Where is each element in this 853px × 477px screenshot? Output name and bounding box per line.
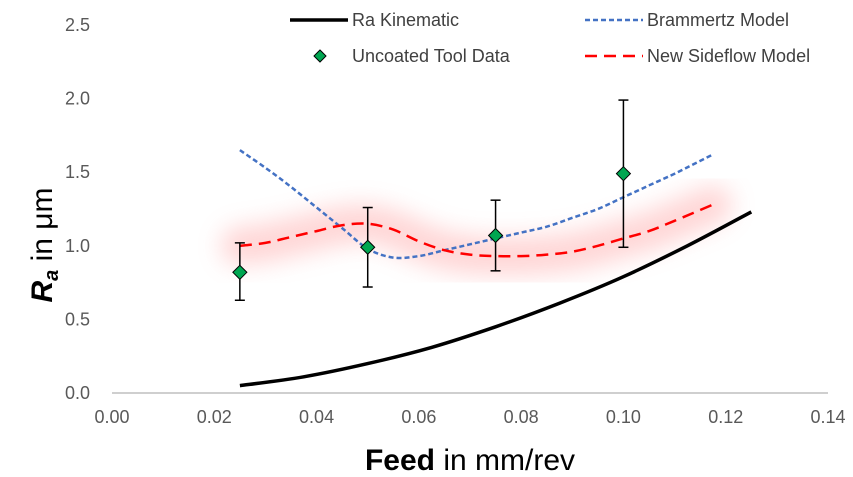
legend-marker [313,49,327,63]
x-axis-title-rest: in mm/rev [435,444,575,477]
x-tick-label: 0.02 [197,407,232,427]
x-axis-title-bold: Feed [365,444,435,477]
series-uncoated-tool-data [232,99,632,302]
y-tick-label: 1.5 [65,162,90,182]
sideflow-glow [220,185,732,276]
y-tick-label: 2.0 [65,89,90,109]
y-tick-label: 1.0 [65,236,90,256]
legend-label: Brammertz Model [647,10,789,30]
legend-item: Ra Kinematic [290,10,459,30]
x-tick-label: 0.10 [606,407,641,427]
data-point-marker [487,227,504,244]
series-layer [232,99,753,388]
y-axis-title-symbol: R [26,281,59,303]
x-tick-label: 0.00 [94,407,129,427]
y-tick-label: 0.0 [65,383,90,403]
legend-label: Uncoated Tool Data [352,46,511,66]
x-tick-label: 0.06 [401,407,436,427]
sideflow-glow-band [220,185,732,276]
legend-item: Brammertz Model [585,10,789,30]
data-point-marker [360,239,376,255]
x-tick-label: 0.12 [708,407,743,427]
y-axis-title-rest: in μm [26,187,59,269]
axes: 0.00 0.02 0.04 0.06 0.08 0.10 0.12 0.14 0.0 0.5 1.… [65,15,846,427]
x-tick-label: 0.14 [810,407,845,427]
series-ra-kinematic-line [239,210,753,388]
x-tick-label: 0.08 [504,407,539,427]
x-axis-title: Feed in mm/rev [365,444,575,477]
data-point-marker [615,165,632,182]
legend-item: Uncoated Tool Data [313,46,511,66]
data-point-marker [232,264,248,281]
y-axis-title: Ra in μm [26,187,63,302]
y-tick-label: 2.5 [65,15,90,35]
legend-label: Ra Kinematic [352,10,459,30]
y-axis-title-subscript: a [41,270,63,281]
y-tick-label: 0.5 [65,309,90,329]
legend: Ra Kinematic Uncoated Tool Data Brammertz … [290,10,810,66]
legend-label: New Sideflow Model [647,46,810,66]
x-tick-label: 0.04 [299,407,334,427]
series-new-sideflow-line [239,203,714,258]
legend-item: New Sideflow Model [585,46,810,66]
